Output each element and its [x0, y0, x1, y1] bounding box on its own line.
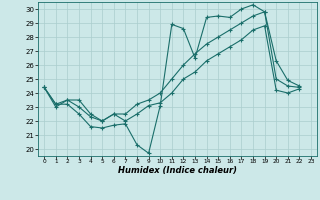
X-axis label: Humidex (Indice chaleur): Humidex (Indice chaleur) — [118, 166, 237, 175]
